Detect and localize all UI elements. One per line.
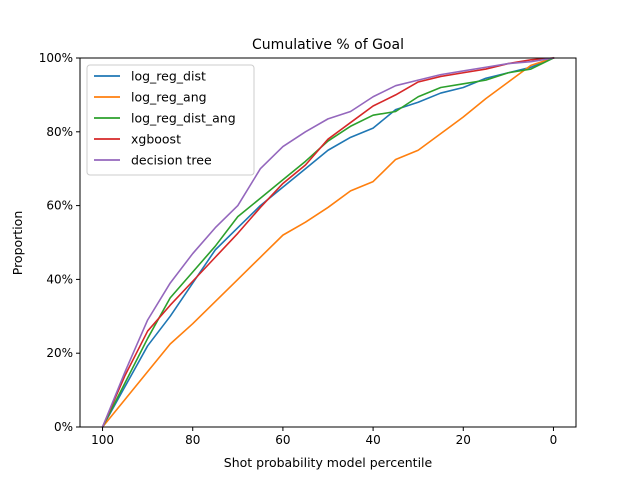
y-tick-label-3: 60% bbox=[46, 199, 73, 213]
x-tick-label-5: 0 bbox=[550, 433, 558, 447]
legend-label-2: log_reg_dist_ang bbox=[131, 111, 236, 126]
legend-label-3: xgboost bbox=[131, 132, 181, 147]
plot-frame bbox=[79, 57, 577, 428]
series-line-2 bbox=[101, 56, 555, 429]
x-tick-label-1: 80 bbox=[185, 433, 200, 447]
x-tick-label-4: 20 bbox=[456, 433, 471, 447]
y-axis-label: Proportion bbox=[10, 211, 25, 276]
series-lines bbox=[101, 56, 555, 429]
chart-title: Cumulative % of Goal bbox=[252, 37, 404, 53]
y-tick-label-2: 40% bbox=[46, 272, 73, 286]
x-tick-label-2: 60 bbox=[275, 433, 290, 447]
y-tick-label-5: 100% bbox=[39, 51, 73, 65]
legend-label-0: log_reg_dist bbox=[131, 69, 206, 84]
legend-label-1: log_reg_ang bbox=[131, 90, 207, 105]
y-tick-label-1: 20% bbox=[46, 346, 73, 360]
x-axis-label: Shot probability model percentile bbox=[224, 455, 433, 470]
legend: log_reg_dist log_reg_ang log_reg_dist_angx… bbox=[86, 64, 255, 176]
y-tick-label-0: 0% bbox=[54, 420, 73, 434]
series-line-3 bbox=[101, 57, 555, 429]
y-tick-label-4: 80% bbox=[46, 125, 73, 139]
legend-box bbox=[86, 64, 255, 176]
x-tick-label-3: 40 bbox=[365, 433, 380, 447]
series-line-4 bbox=[101, 57, 555, 429]
series-line-1 bbox=[101, 56, 555, 429]
axis-ticks: 100 80 60 40 20 0 0% 20% 40% 60% 80% 100% bbox=[39, 51, 558, 447]
x-tick-label-0: 100 bbox=[91, 433, 114, 447]
legend-label-4: decision tree bbox=[131, 153, 212, 168]
